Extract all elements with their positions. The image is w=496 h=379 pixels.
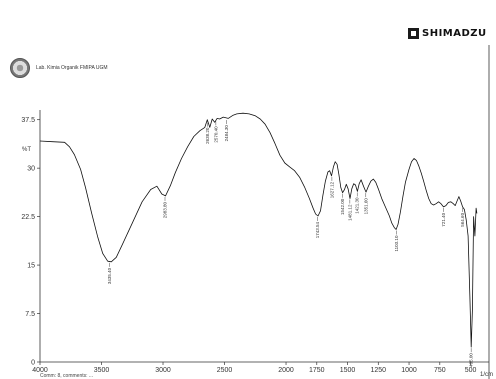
peak-label: 1421.30 [355, 197, 360, 214]
peak-label: 2638.20 [205, 127, 210, 144]
y-axis-title: %T [22, 147, 31, 153]
x-tick-label: 2000 [278, 367, 294, 374]
brand-mark-icon [408, 28, 419, 39]
x-tick-label: 1500 [340, 367, 356, 374]
peak-label: 3435.40 [107, 267, 112, 284]
peak-label: 721.40 [441, 212, 446, 226]
footer-comment: Comm: 8, comments: ... [40, 373, 94, 379]
y-tick-label: 22.5 [21, 214, 35, 221]
y-tick-label: 30 [27, 166, 35, 173]
peak-label: 2484.30 [224, 125, 229, 142]
x-tick-label: 2500 [217, 367, 233, 374]
peak-label: 564.60 [460, 212, 465, 226]
x-tick-label: 500 [465, 367, 477, 374]
peak-label: 495.00 [469, 353, 474, 367]
university-seal-icon [10, 58, 30, 78]
peak-label: 1627.12 [329, 181, 334, 198]
y-tick-label: 37.5 [21, 117, 35, 124]
peak-label: 2983.80 [163, 201, 168, 218]
spectrum-line [39, 112, 478, 348]
peak-label: 1103.10 [394, 235, 399, 251]
y-tick-label: 15 [27, 263, 35, 270]
y-tick-label: 7.5 [25, 311, 35, 318]
peak-label: 1743.54 [315, 221, 320, 238]
x-tick-label: 1750 [309, 367, 325, 374]
x-tick-label: 3000 [155, 367, 171, 374]
x-axis-ticks: 4000 3500 3000 2500 2000 1750 1500 1250 1000 750 5… [32, 362, 476, 374]
peak-annotations: 3435.40 2983.80 2638.20 2570.40 2484.30 1743.… [107, 120, 474, 367]
peak-label: 1351.60 [363, 198, 368, 215]
brand-name: SHIMADZU [422, 28, 487, 39]
lab-name: Lab. Kimia Organik FMIPA UGM [36, 65, 108, 71]
x-tick-label: 3500 [94, 367, 110, 374]
chart-axes [39, 45, 490, 379]
brand-logo: SHIMADZU [408, 28, 487, 39]
peak-label: 1481.12 [347, 204, 352, 221]
x-tick-label: 1000 [401, 367, 417, 374]
peak-label: 1542.00 [340, 198, 345, 215]
y-tick-label: 0 [31, 360, 35, 367]
x-tick-label: 750 [434, 367, 446, 374]
peak-label: 2570.40 [213, 126, 218, 143]
x-tick-label: 4000 [32, 367, 48, 374]
lab-header: Lab. Kimia Organik FMIPA UGM [10, 58, 108, 78]
y-axis-ticks: 0 7.5 15 22.5 30 37.5 [21, 117, 40, 367]
x-tick-label: 1250 [370, 367, 386, 374]
x-axis-title: 1/cm [480, 372, 493, 378]
